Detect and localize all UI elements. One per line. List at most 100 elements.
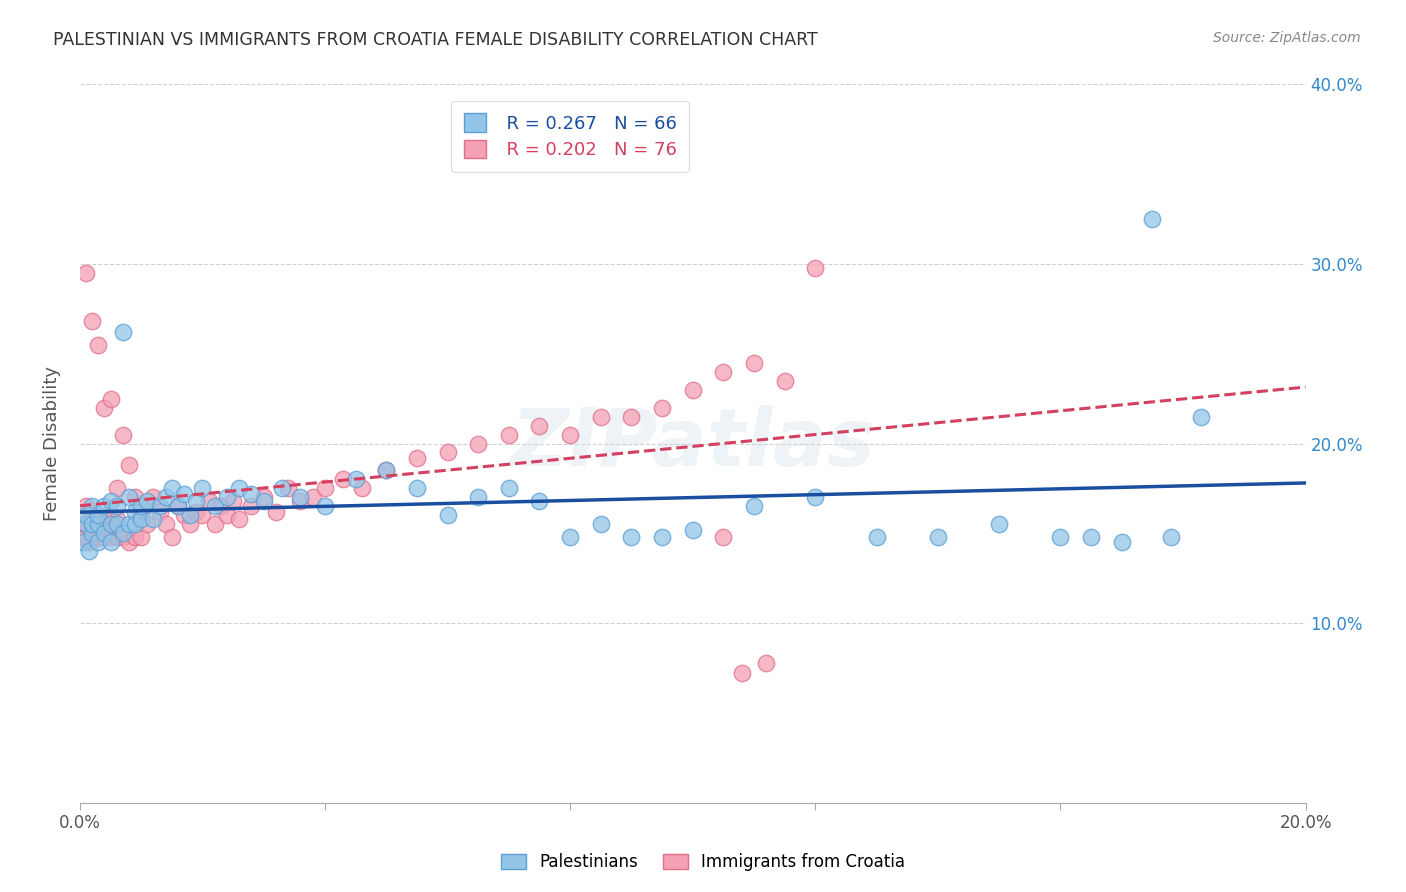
Point xyxy=(271,482,294,496)
Point xyxy=(105,512,128,526)
Point xyxy=(375,463,398,477)
Point xyxy=(742,356,765,370)
Point xyxy=(142,512,165,526)
Point xyxy=(558,530,581,544)
Point xyxy=(142,491,165,505)
Point xyxy=(191,482,214,496)
Point xyxy=(314,482,336,496)
Point xyxy=(105,530,128,544)
Point xyxy=(111,526,134,541)
Point xyxy=(332,472,354,486)
Point xyxy=(927,530,949,544)
Point xyxy=(100,392,122,406)
Point xyxy=(93,517,115,532)
Point xyxy=(75,508,97,523)
Point xyxy=(75,266,97,280)
Point xyxy=(682,523,704,537)
Point xyxy=(72,517,94,532)
Point xyxy=(240,487,263,501)
Point xyxy=(129,500,152,514)
Point xyxy=(375,463,398,477)
Point xyxy=(179,508,201,523)
Point xyxy=(290,491,312,505)
Point xyxy=(75,517,97,532)
Point xyxy=(240,500,263,514)
Point xyxy=(111,325,134,339)
Point xyxy=(558,427,581,442)
Point xyxy=(1049,530,1071,544)
Point xyxy=(529,494,551,508)
Point xyxy=(204,500,226,514)
Point xyxy=(160,530,183,544)
Point xyxy=(1080,530,1102,544)
Point xyxy=(253,494,276,508)
Point xyxy=(77,544,100,558)
Point xyxy=(1142,212,1164,227)
Text: Source: ZipAtlas.com: Source: ZipAtlas.com xyxy=(1213,31,1361,45)
Point xyxy=(93,500,115,514)
Point xyxy=(129,505,152,519)
Point xyxy=(204,517,226,532)
Point xyxy=(344,472,367,486)
Point xyxy=(804,491,827,505)
Point xyxy=(124,530,146,544)
Point xyxy=(100,517,122,532)
Point xyxy=(186,494,208,508)
Point xyxy=(75,500,97,514)
Point xyxy=(436,508,458,523)
Point xyxy=(87,517,110,532)
Point xyxy=(93,526,115,541)
Point xyxy=(118,491,141,505)
Point xyxy=(82,530,104,544)
Point xyxy=(82,517,104,532)
Point xyxy=(467,436,489,450)
Point xyxy=(222,494,245,508)
Point xyxy=(197,494,219,508)
Point xyxy=(148,505,170,519)
Point xyxy=(75,517,97,532)
Point xyxy=(124,517,146,532)
Point xyxy=(865,530,887,544)
Point xyxy=(148,500,170,514)
Point xyxy=(87,508,110,523)
Point xyxy=(87,517,110,532)
Point xyxy=(620,409,643,424)
Text: ZIPatlas: ZIPatlas xyxy=(510,404,875,483)
Point xyxy=(253,491,276,505)
Point xyxy=(73,530,96,544)
Point xyxy=(82,526,104,541)
Point xyxy=(498,482,520,496)
Point xyxy=(711,365,734,379)
Point xyxy=(215,491,238,505)
Point xyxy=(804,260,827,275)
Point xyxy=(136,494,159,508)
Point xyxy=(651,530,673,544)
Point xyxy=(589,409,612,424)
Point xyxy=(228,512,250,526)
Point xyxy=(129,530,152,544)
Point xyxy=(731,666,754,681)
Point xyxy=(124,505,146,519)
Legend: Palestinians, Immigrants from Croatia: Palestinians, Immigrants from Croatia xyxy=(492,845,914,880)
Point xyxy=(191,508,214,523)
Point xyxy=(620,530,643,544)
Point xyxy=(406,482,429,496)
Point xyxy=(467,491,489,505)
Point xyxy=(100,530,122,544)
Point xyxy=(118,458,141,472)
Point xyxy=(215,508,238,523)
Point xyxy=(82,508,104,523)
Point xyxy=(100,494,122,508)
Point xyxy=(988,517,1011,532)
Point xyxy=(87,530,110,544)
Point xyxy=(93,401,115,415)
Point xyxy=(277,482,299,496)
Point xyxy=(755,656,778,670)
Point xyxy=(82,500,104,514)
Point xyxy=(82,314,104,328)
Point xyxy=(105,500,128,514)
Point xyxy=(651,401,673,415)
Point xyxy=(589,517,612,532)
Point xyxy=(72,535,94,549)
Point xyxy=(209,500,232,514)
